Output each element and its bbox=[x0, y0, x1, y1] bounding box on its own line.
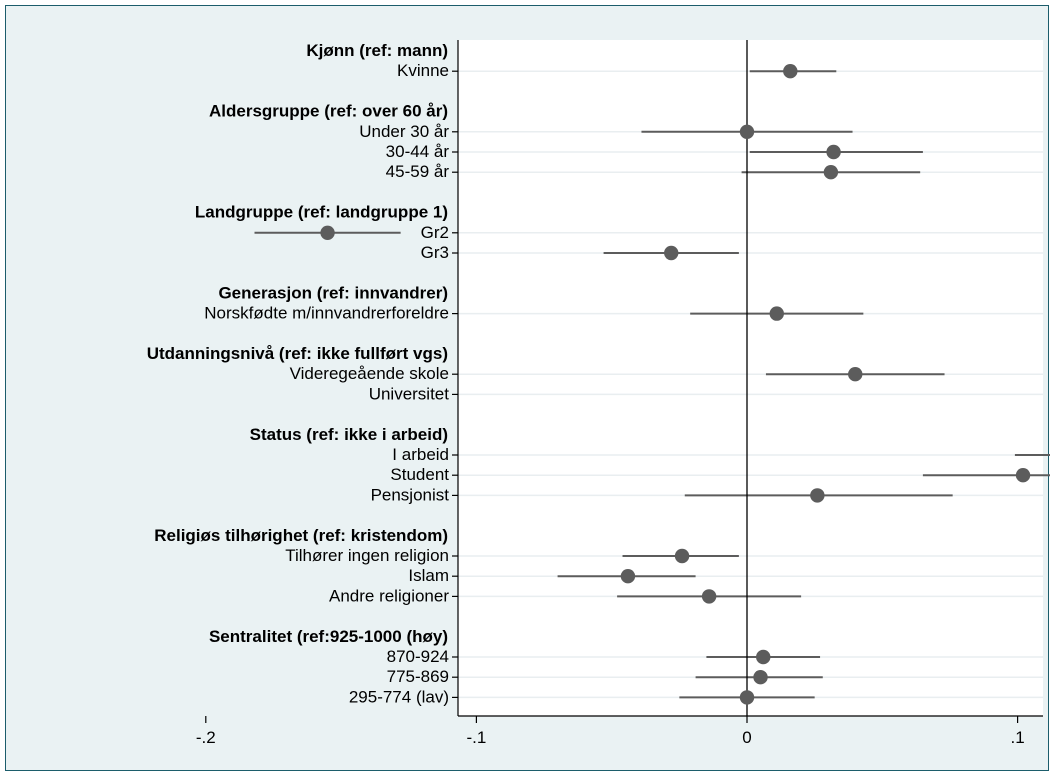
estimate-marker bbox=[320, 225, 335, 240]
category-label: Gr3 bbox=[421, 243, 449, 262]
category-label: 295-774 (lav) bbox=[349, 687, 449, 706]
estimate-marker bbox=[848, 367, 863, 382]
group-label: Religiøs tilhørighet (ref: kristendom) bbox=[154, 526, 448, 545]
x-tick-label: -.2 bbox=[196, 728, 216, 747]
group-label: Aldersgruppe (ref: over 60 år) bbox=[209, 102, 448, 121]
estimate-marker bbox=[823, 165, 839, 180]
estimate-marker bbox=[739, 124, 755, 139]
category-label: 30-44 år bbox=[386, 142, 450, 161]
category-label: 775-869 bbox=[387, 667, 449, 686]
category-label: Norskfødte m/innvandrerforeldre bbox=[204, 304, 449, 323]
group-label: Landgruppe (ref: landgruppe 1) bbox=[195, 203, 448, 222]
category-label: Tilhører ingen religion bbox=[285, 546, 449, 565]
x-tick-label: .1 bbox=[1011, 728, 1025, 747]
estimate-marker bbox=[620, 569, 636, 584]
estimate-marker bbox=[739, 690, 755, 705]
y-ticks bbox=[452, 70, 458, 699]
x-ticks: -.2-.10.1.2 bbox=[196, 716, 1025, 747]
estimate-marker bbox=[826, 144, 841, 160]
row-labels: Kjønn (ref: mann)Kvinne Aldersgruppe (ref… bbox=[147, 41, 450, 706]
category-label: Student bbox=[390, 465, 449, 484]
category-label: Andre religioner bbox=[329, 586, 449, 605]
estimate-marker bbox=[701, 589, 717, 604]
category-label: 45-59 år bbox=[386, 162, 450, 181]
category-label: Gr2 bbox=[421, 223, 449, 242]
estimate-marker bbox=[769, 306, 784, 321]
category-label: Kvinne bbox=[397, 61, 449, 80]
estimate-marker bbox=[810, 488, 825, 503]
x-tick-label: 0 bbox=[742, 728, 751, 747]
chart-frame: Kjønn (ref: mann) Kvinne Aldersgruppe (ref… bbox=[5, 5, 1050, 771]
group-label: Status (ref: ikke i arbeid) bbox=[250, 425, 448, 444]
group-label: Utdanningsnivå (ref: ikke fullført vgs) bbox=[147, 344, 448, 363]
coefficient-plot: Kjønn (ref: mann)Kvinne Aldersgruppe (ref… bbox=[147, 40, 1050, 747]
group-label: Generasjon (ref: innvandrer) bbox=[218, 283, 448, 302]
group-label: Kjønn (ref: mann) bbox=[306, 41, 448, 60]
category-label: Universitet bbox=[369, 384, 450, 403]
category-label: Videregeående skole bbox=[290, 364, 449, 383]
x-tick-label: -.1 bbox=[466, 728, 486, 747]
category-label: I arbeid bbox=[392, 445, 449, 464]
estimate-marker bbox=[756, 649, 771, 665]
category-label: 870-924 bbox=[387, 647, 449, 666]
estimate-marker bbox=[664, 245, 679, 261]
estimate-marker bbox=[1015, 468, 1031, 483]
estimate-marker bbox=[753, 670, 768, 685]
estimate-marker bbox=[674, 548, 690, 564]
category-label: Pensjonist bbox=[371, 485, 450, 504]
group-label: Sentralitet (ref:925-1000 (høy) bbox=[209, 627, 448, 646]
plot-area bbox=[458, 40, 1043, 716]
estimate-marker bbox=[783, 63, 798, 79]
category-label: Islam bbox=[408, 566, 449, 585]
category-label: Under 30 år bbox=[359, 122, 449, 141]
point-estimates bbox=[320, 63, 1031, 705]
